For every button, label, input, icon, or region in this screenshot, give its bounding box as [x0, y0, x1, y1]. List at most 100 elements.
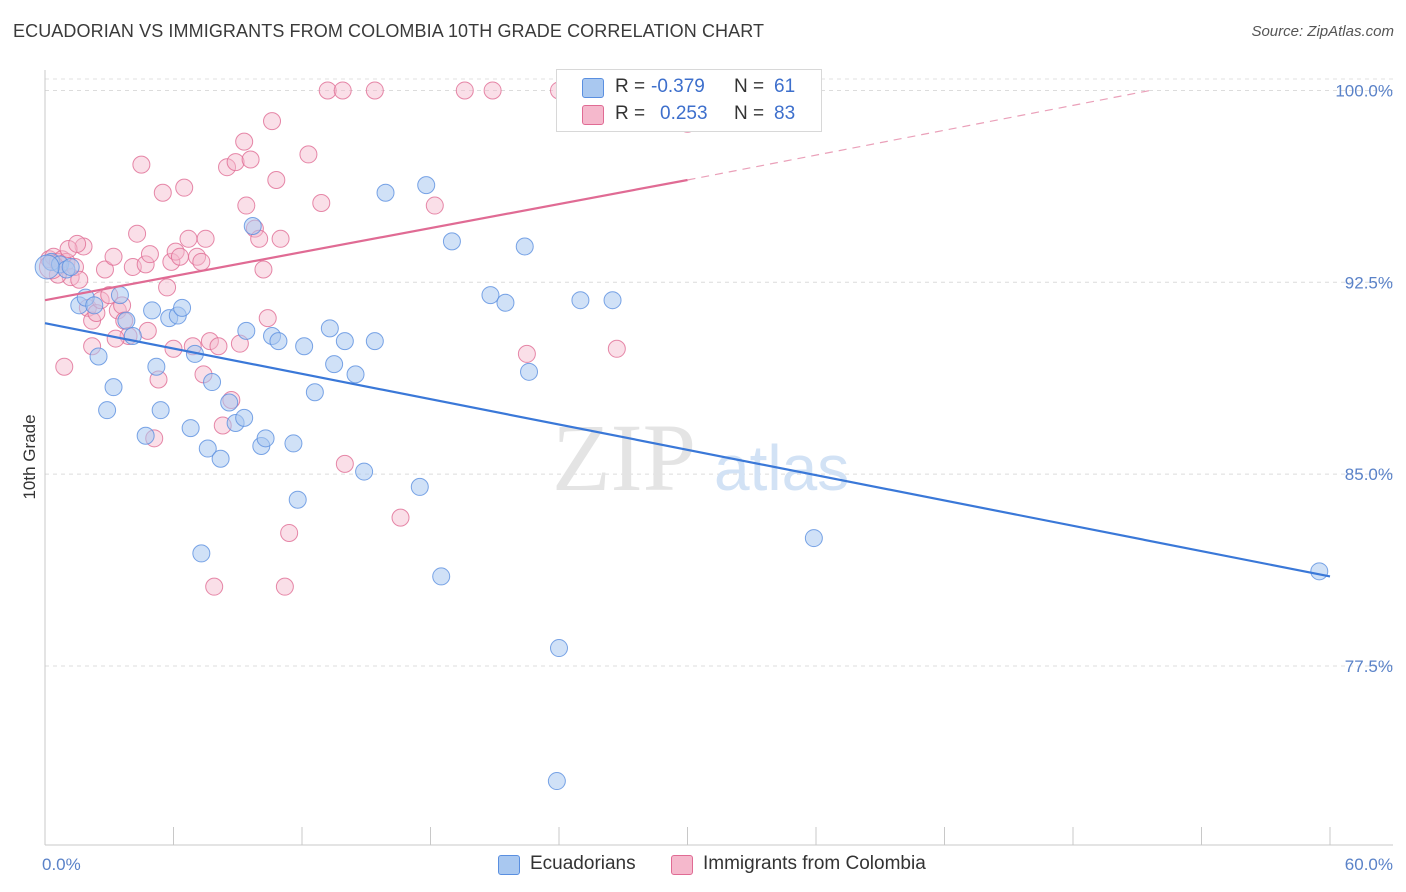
point-ecuadorian-29 [237, 321, 256, 340]
point-ecuadorian-34 [269, 332, 288, 351]
legend-swatch-colombia [582, 105, 604, 125]
point-ecuadorian-37 [295, 337, 314, 356]
point-ecuadorian-35 [284, 434, 303, 453]
point-colombia-54 [267, 170, 286, 189]
point-ecuadorian-39 [320, 319, 339, 338]
point-ecuadorian-23 [198, 439, 217, 458]
trend-line-colombia-extension [687, 89, 1151, 181]
point-colombia-80 [55, 357, 74, 376]
point-colombia-60 [318, 81, 337, 100]
point-ecuadorian-11 [117, 311, 136, 330]
legend-swatch-colombia-bottom [671, 855, 693, 875]
point-ecuadorian-8 [98, 401, 117, 420]
point-ecuadorian-10 [110, 286, 129, 305]
point-ecuadorian-53 [520, 362, 539, 381]
point-ecuadorian-6 [85, 296, 104, 315]
point-colombia-33 [179, 229, 198, 248]
trend-line-ecuadorians [44, 322, 1331, 578]
point-colombia-32 [175, 178, 194, 197]
point-ecuadorian-54 [547, 772, 566, 791]
point-colombia-21 [128, 224, 147, 243]
point-ecuadorian-25 [211, 449, 230, 468]
point-ecuadorian-46 [410, 477, 429, 496]
legend-r-label-1: R = [615, 76, 646, 97]
legend-swatch-ecuadorians [582, 78, 604, 98]
point-ecuadorian-48 [432, 567, 451, 586]
point-colombia-22 [132, 155, 151, 174]
point-colombia-56 [275, 577, 294, 596]
point-colombia-38 [200, 332, 219, 351]
point-ecuadorian-43 [355, 462, 374, 481]
y-tick-labels: 77.5% 85.0% 92.5% 100.0% [1335, 81, 1393, 675]
point-colombia-63 [365, 81, 384, 100]
point-colombia-37 [196, 229, 215, 248]
point-ecuadorian-13 [136, 426, 155, 445]
point-colombia-44 [226, 153, 245, 172]
source-label: Source: ZipAtlas.com [1251, 23, 1394, 40]
point-ecuadorian-28 [235, 408, 254, 427]
trend-lines [44, 89, 1331, 578]
point-colombia-52 [258, 309, 277, 328]
legend-r-value-2: 0.253 [660, 103, 708, 124]
point-colombia-40 [209, 337, 228, 356]
chart-title: ECUADORIAN VS IMMIGRANTS FROM COLOMBIA 1… [13, 21, 765, 41]
y-tick-label-3: 100.0% [1335, 81, 1393, 100]
point-colombia-53 [263, 112, 282, 131]
trend-line-colombia [44, 178, 688, 302]
point-ecuadorian-16 [151, 401, 170, 420]
point-colombia-64 [391, 508, 410, 527]
point-ecuadorian-49 [442, 232, 461, 251]
point-colombia-55 [271, 229, 290, 248]
point-ecuadorian-52 [515, 237, 534, 256]
point-colombia-15 [104, 247, 123, 266]
point-ecuadorian-58 [804, 529, 823, 548]
point-colombia-48 [241, 150, 260, 169]
point-colombia-58 [299, 145, 318, 164]
point-ecuadorian-45 [376, 183, 395, 202]
point-colombia-47 [237, 196, 256, 215]
y-tick-label-1: 85.0% [1345, 465, 1393, 484]
x-tick-labels: 0.0% 60.0% [42, 855, 1393, 874]
legend-r-value-1: -0.379 [651, 76, 705, 97]
point-colombia-77 [138, 321, 157, 340]
series-legend: Ecuadorians Immigrants from Colombia [0, 852, 1406, 878]
point-colombia-13 [95, 260, 114, 279]
point-ecuadorian-59 [1310, 562, 1329, 581]
point-ecuadorian-40 [325, 355, 344, 374]
point-ecuadorian-44 [365, 332, 384, 351]
legend-r-label-2: R = [615, 103, 646, 124]
point-ecuadorian-19 [173, 298, 192, 317]
legend-swatch-ecuadorians-bottom [498, 855, 520, 875]
x-tick-label-0: 0.0% [42, 855, 81, 874]
point-colombia-68 [517, 344, 536, 363]
point-colombia-42 [218, 158, 237, 177]
point-colombia-81 [68, 234, 87, 253]
point-ecuadorian-38 [305, 383, 324, 402]
point-colombia-31 [170, 247, 189, 266]
point-ecuadorian-7 [89, 347, 108, 366]
legend-label-ecuadorians: Ecuadorians [530, 853, 636, 874]
legend-label-colombia: Immigrants from Colombia [703, 853, 926, 874]
point-ecuadorian-26 [220, 393, 239, 412]
point-ecuadorian-56 [571, 291, 590, 310]
watermark-zip: ZIP [552, 404, 696, 511]
point-colombia-36 [192, 252, 211, 271]
point-colombia-59 [312, 194, 331, 213]
point-colombia-46 [235, 132, 254, 151]
point-colombia-67 [483, 81, 502, 100]
point-ecuadorian-42 [346, 365, 365, 384]
point-ecuadorian-24 [203, 373, 222, 392]
point-ecuadorian-14 [143, 301, 162, 320]
point-ecuadorian-3 [61, 257, 80, 276]
point-colombia-24 [140, 245, 159, 264]
x-tick-label-1: 60.0% [1345, 855, 1393, 874]
point-ecuadorian-51 [496, 293, 515, 312]
point-ecuadorian-36 [288, 490, 307, 509]
point-colombia-28 [158, 278, 177, 297]
point-ecuadorian-60 [34, 254, 60, 280]
point-colombia-29 [162, 252, 181, 271]
point-colombia-70 [607, 339, 626, 358]
point-colombia-62 [335, 454, 354, 473]
point-ecuadorian-30 [243, 217, 262, 236]
